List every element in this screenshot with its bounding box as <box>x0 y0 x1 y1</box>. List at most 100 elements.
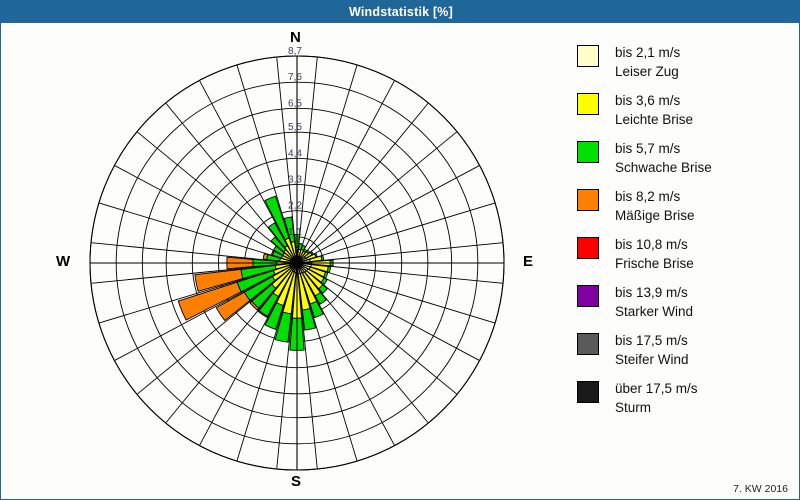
wind-rose-petal-segment <box>270 250 275 256</box>
radial-tick-label: 6,5 <box>288 98 302 109</box>
legend-name-label: Schwache Brise <box>615 160 712 175</box>
window-content: 1,1 2,2 3,3 4,4 5,5 6,5 7,6 8,7 N E S W bis 2,1… <box>2 23 799 499</box>
wind-rose-petal-segment <box>298 242 303 251</box>
grid-spoke <box>165 262 298 424</box>
legend-speed-label: bis 3,6 m/s <box>615 93 681 108</box>
legend-color-swatch <box>577 381 599 403</box>
legend-speed-label: bis 13,9 m/s <box>615 285 688 300</box>
wind-rose-petal-segment <box>249 300 260 311</box>
grid-spoke <box>114 165 298 264</box>
grid-spoke <box>114 262 298 361</box>
legend-color-swatch <box>577 45 599 67</box>
grid-spoke <box>165 102 298 264</box>
grid-spoke <box>296 202 496 264</box>
wind-rose-petal-segment <box>300 244 307 251</box>
grid-spoke <box>296 262 395 446</box>
legend-label: bis 5,7 m/s Schwache Brise <box>615 139 712 177</box>
legend-item: bis 10,8 m/s Frische Brise <box>577 235 792 277</box>
wind-rose-petal-segment <box>267 222 289 249</box>
radial-tick-label: 8,7 <box>288 46 302 57</box>
grid-spoke <box>98 202 298 264</box>
legend-item: bis 5,7 m/s Schwache Brise <box>577 139 792 181</box>
wind-rose-petal-segment <box>177 281 242 321</box>
grid-spoke <box>296 262 504 284</box>
legend-name-label: Frische Brise <box>615 256 694 271</box>
wind-rose-chart: 1,1 2,2 3,3 4,4 5,5 6,5 7,6 8,7 N E S W <box>2 23 562 499</box>
grid-spoke <box>98 262 298 324</box>
grid-spoke <box>296 131 458 264</box>
legend-color-swatch <box>577 189 599 211</box>
outer-ring <box>89 55 505 471</box>
grid-spoke <box>199 262 298 446</box>
legend-label: bis 8,2 m/s Mäßige Brise <box>615 187 695 225</box>
radial-tick-label: 4,4 <box>288 148 302 159</box>
legend-speed-label: bis 5,7 m/s <box>615 141 681 156</box>
grid-spoke <box>276 262 298 470</box>
legend-item: bis 13,9 m/s Starker Wind <box>577 283 792 325</box>
radial-tick-label: 5,5 <box>288 122 302 133</box>
legend-color-swatch <box>577 237 599 259</box>
legend-color-swatch <box>577 333 599 355</box>
grid-spoke <box>296 64 358 264</box>
grid-spoke <box>296 262 480 361</box>
grid-spoke <box>296 102 429 264</box>
legend-speed-label: bis 10,8 m/s <box>615 237 688 252</box>
radial-tick-labels: 1,1 2,2 3,3 4,4 5,5 6,5 7,6 8,7 <box>288 46 302 238</box>
polar-axes <box>89 55 505 471</box>
compass-label-east: E <box>523 253 534 270</box>
wind-rose-petal-segment <box>264 195 290 241</box>
grid-spoke <box>296 242 504 264</box>
grid-spoke <box>236 64 298 264</box>
grid-spoke <box>199 80 298 264</box>
grid-spoke <box>236 262 298 462</box>
wind-rose-petals <box>177 195 334 351</box>
compass-label-south: S <box>291 473 302 490</box>
legend-speed-label: bis 8,2 m/s <box>615 189 681 204</box>
wind-rose-svg: 1,1 2,2 3,3 4,4 5,5 6,5 7,6 8,7 <box>89 46 505 471</box>
legend-name-label: Leiser Zug <box>615 64 679 79</box>
wind-rose-petal-segment <box>320 277 328 286</box>
compass-label-west: W <box>56 253 71 270</box>
radial-tick-label: 2,2 <box>288 201 302 212</box>
wind-rose-petal-segment <box>264 302 284 330</box>
legend-item: über 17,5 m/s Sturm <box>577 379 792 421</box>
compass-label-north: N <box>290 29 301 46</box>
wind-rose-petal-segment <box>320 255 325 261</box>
legend-speed-label: bis 2,1 m/s <box>615 45 681 60</box>
wind-rose-petal-segment <box>257 310 269 318</box>
window-title-bar: Windstatistik [%] <box>1 1 799 23</box>
wind-rose-petal-segment <box>194 268 244 292</box>
legend-name-label: Leichte Brise <box>615 112 694 127</box>
legend-speed-label: bis 17,5 m/s <box>615 333 688 348</box>
wind-rose-petal-segment <box>301 307 317 331</box>
legend-name-label: Sturm <box>615 400 652 415</box>
wind-rose-petal-segment <box>283 216 296 243</box>
legend-color-swatch <box>577 141 599 163</box>
grid-spoke <box>296 262 458 395</box>
legend-label: bis 10,8 m/s Frische Brise <box>615 235 694 273</box>
legend-item: bis 2,1 m/s Leiser Zug <box>577 43 792 85</box>
legend-speed-label: über 17,5 m/s <box>615 381 698 396</box>
grid-spoke <box>296 262 496 324</box>
grid-spoke <box>90 242 298 264</box>
footer-period: 7. KW 2016 <box>733 483 788 495</box>
legend-color-swatch <box>577 285 599 307</box>
radial-tick-label: 1,1 <box>288 227 302 238</box>
wind-rose-petal-segment <box>305 249 311 255</box>
radial-tick-label: 3,3 <box>288 174 302 185</box>
legend-item: bis 17,5 m/s Steifer Wind <box>577 331 792 373</box>
grid-spoke <box>276 56 298 264</box>
legend-item: bis 8,2 m/s Mäßige Brise <box>577 187 792 229</box>
legend-label: bis 17,5 m/s Steifer Wind <box>615 331 689 369</box>
wind-rose-petal-segment <box>274 311 292 343</box>
legend-name-label: Mäßige Brise <box>615 208 695 223</box>
page-title: Windstatistik [%] <box>349 5 453 19</box>
legend-label: bis 13,9 m/s Starker Wind <box>615 283 693 321</box>
grid-spoke <box>296 262 358 462</box>
wind-rose-petal-segment <box>314 291 327 305</box>
grid-spoke <box>296 165 480 264</box>
grid-spoke <box>296 262 429 424</box>
legend-label: über 17,5 m/s Sturm <box>615 379 698 417</box>
wind-rose-petal-segment <box>272 245 285 256</box>
